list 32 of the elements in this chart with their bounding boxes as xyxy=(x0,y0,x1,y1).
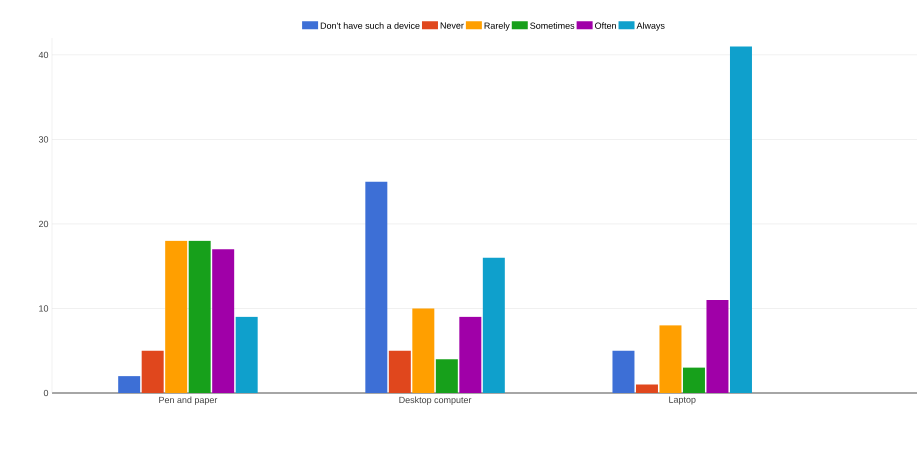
y-tick-label: 20 xyxy=(38,220,48,228)
y-tick-label: 30 xyxy=(38,136,48,143)
y-tick-label: 10 xyxy=(39,305,48,312)
bar xyxy=(388,350,411,393)
bar xyxy=(165,240,188,393)
bar xyxy=(412,308,434,393)
y-tick-label: 0 xyxy=(44,390,48,396)
bar xyxy=(459,316,482,393)
x-tick-label: Laptop xyxy=(669,396,696,405)
legend-label: Often xyxy=(595,22,616,29)
bar xyxy=(365,182,388,393)
bar xyxy=(236,316,258,393)
bar xyxy=(212,249,234,393)
x-tick-label: Pen and paper xyxy=(159,396,218,405)
bar xyxy=(682,368,705,393)
bar xyxy=(636,384,658,393)
y-tick-label: 40 xyxy=(38,52,48,58)
bar xyxy=(482,258,505,393)
legend-label: Sometimes xyxy=(530,22,574,29)
legend-label: Always xyxy=(636,22,665,31)
bar xyxy=(659,325,682,393)
bar xyxy=(118,376,140,393)
bar xyxy=(730,46,752,393)
bar xyxy=(612,350,634,393)
legend-label: Don't have such a device xyxy=(320,22,420,29)
bar xyxy=(706,300,728,393)
bar xyxy=(188,240,211,393)
legend-label: Rarely xyxy=(484,22,510,31)
bar xyxy=(142,350,164,393)
x-tick-label: Desktop computer xyxy=(399,396,472,405)
bar xyxy=(436,359,458,393)
legend-label: Never xyxy=(440,22,464,29)
